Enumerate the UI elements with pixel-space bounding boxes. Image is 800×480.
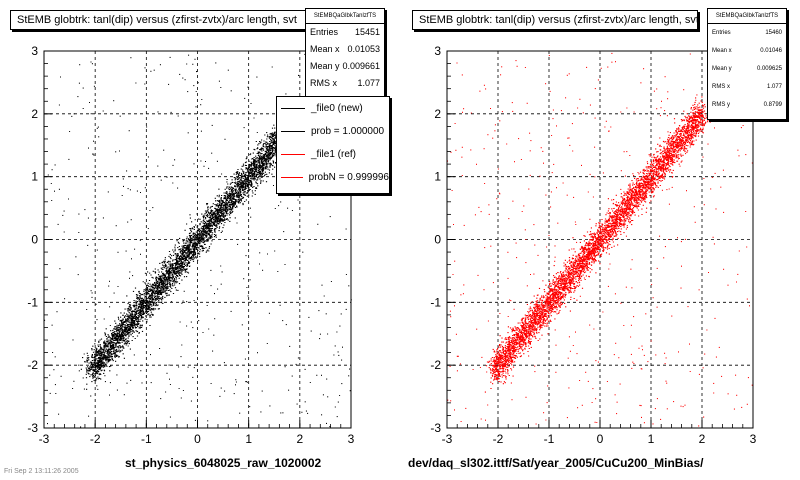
stats-row-entries: Entries 15460 — [712, 30, 782, 36]
stats-row-rms-x: RMS x 1.077 — [712, 84, 782, 90]
y-tick-label: 1 — [434, 170, 441, 184]
y-tick-label: 0 — [31, 233, 38, 247]
legend-swatch — [281, 108, 305, 109]
y-tick-label: 2 — [434, 107, 441, 121]
y-tick-label: -3 — [27, 421, 38, 435]
plot-panel-1: -3 -2 -1 0 1 2 3 -3 -2 -1 0 1 2 3 — [430, 44, 756, 446]
legend-swatch — [281, 154, 305, 155]
legend-item-prob: prob = 1.000000 — [277, 120, 389, 143]
y-tick-label: -2 — [27, 358, 38, 372]
y-tick-label: 0 — [434, 233, 441, 247]
x-tick-label: -1 — [544, 432, 555, 446]
stats-row-rms-y: RMS y 0.8799 — [712, 102, 782, 108]
x-tick-label: 1 — [648, 432, 655, 446]
x-tick-label: -3 — [39, 432, 50, 446]
left-legend: _file0 (new) prob = 1.000000 _file1 (ref… — [276, 96, 390, 194]
x-tick-label: -2 — [90, 432, 101, 446]
x-tick-label: 0 — [194, 432, 201, 446]
scatter-density — [447, 52, 753, 427]
x-tick-label: -2 — [493, 432, 504, 446]
stats-header: StEMBQaGlbkTanlzfTS — [708, 9, 786, 24]
y-tick-label: 3 — [434, 44, 441, 58]
legend-item-file1: _file1 (ref) — [277, 143, 389, 166]
x-tick-label: 2 — [699, 432, 706, 446]
scatter-points — [44, 53, 352, 429]
right-plot-title: StEMB globtrk: tanl(dip) versus (zfirst-… — [412, 10, 698, 30]
legend-item-file0: _file0 (new) — [277, 97, 389, 120]
footer-timestamp: Fri Sep 2 13:11:26 2005 — [4, 468, 79, 475]
stats-row-mean-y: Mean y 0.009661 — [310, 61, 380, 71]
stats-header: StEMBQaGlbkTanlzfTS — [306, 9, 384, 24]
left-x-axis-label: st_physics_6048025_raw_1020002 — [125, 456, 322, 470]
x-tick-label: 3 — [750, 432, 757, 446]
y-tick-label: -1 — [430, 295, 441, 309]
left-plot-title: StEMB globtrk: tanl(dip) versus (zfirst-… — [10, 10, 308, 30]
y-tick-label: 1 — [31, 170, 38, 184]
stats-row-rms-x: RMS x 1.077 — [310, 78, 380, 88]
scatter-points — [447, 52, 753, 427]
legend-item-probn: probN = 0.999996 — [277, 166, 389, 189]
x-tick-label: 1 — [245, 432, 252, 446]
right-x-axis-label: dev/daq_sl302.ittf/Sat/year_2005/CuCu200… — [408, 456, 704, 470]
y-tick-label: 3 — [31, 44, 38, 58]
y-tick-label: -3 — [430, 421, 441, 435]
y-tick-label: -1 — [27, 295, 38, 309]
legend-swatch — [281, 131, 305, 132]
stats-row-mean-x: Mean x 0.01046 — [712, 48, 782, 54]
scatter-density — [44, 53, 352, 429]
x-tick-label: 2 — [296, 432, 303, 446]
y-tick-label: -2 — [430, 358, 441, 372]
stats-row-entries: Entries 15451 — [310, 27, 380, 37]
x-tick-label: -3 — [442, 432, 453, 446]
stats-row-mean-x: Mean x 0.01053 — [310, 44, 380, 54]
y-tick-label: 2 — [31, 107, 38, 121]
stats-row-mean-y: Mean y 0.009625 — [712, 66, 782, 72]
x-tick-label: 0 — [597, 432, 604, 446]
legend-swatch — [281, 177, 303, 178]
x-tick-label: -1 — [141, 432, 152, 446]
x-tick-label: 3 — [348, 432, 355, 446]
